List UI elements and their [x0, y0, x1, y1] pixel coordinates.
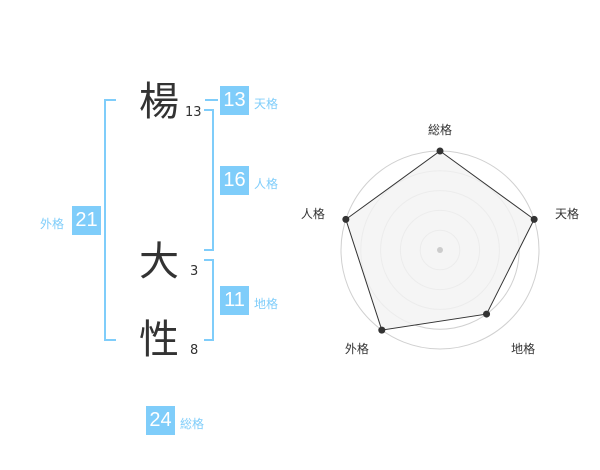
- chikaku-bracket: [204, 259, 214, 341]
- name-char-1: 楊: [139, 79, 179, 125]
- radar-point: [483, 310, 491, 318]
- jinkaku-bracket: [204, 109, 214, 251]
- radar-point: [436, 147, 444, 155]
- soukaku-value: 24: [146, 406, 175, 435]
- radar-axis-label: 天格: [555, 206, 580, 221]
- tenkaku-label: 天格: [254, 97, 279, 111]
- radar-point: [378, 326, 386, 334]
- radar-point: [530, 215, 538, 223]
- tenkaku-value: 13: [220, 86, 249, 115]
- jinkaku-value: 16: [220, 166, 249, 195]
- name-char-2: 大: [139, 239, 179, 285]
- chikaku-label: 地格: [254, 297, 279, 311]
- radar-axis-label: 外格: [344, 341, 369, 356]
- radar-axis-label: 地格: [511, 341, 536, 356]
- radar-point: [342, 215, 350, 223]
- name-char-3: 性: [139, 317, 179, 363]
- chikaku-value: 11: [220, 286, 249, 315]
- tenkaku-bracket: [205, 99, 218, 101]
- gaikaku-value: 21: [72, 206, 101, 235]
- gaikaku-bracket: [104, 99, 116, 341]
- radar-axis-label: 人格: [300, 206, 325, 221]
- radar-area: [345, 150, 535, 331]
- soukaku-label: 総格: [180, 417, 205, 431]
- gaikaku-label: 外格: [40, 217, 65, 231]
- stroke-count-3: 8: [190, 343, 199, 358]
- jinkaku-label: 人格: [254, 177, 279, 191]
- stroke-count-1: 13: [185, 105, 202, 120]
- radar-axis-label: 総格: [427, 123, 452, 137]
- stroke-count-2: 3: [190, 264, 199, 279]
- radar-center: [437, 247, 443, 253]
